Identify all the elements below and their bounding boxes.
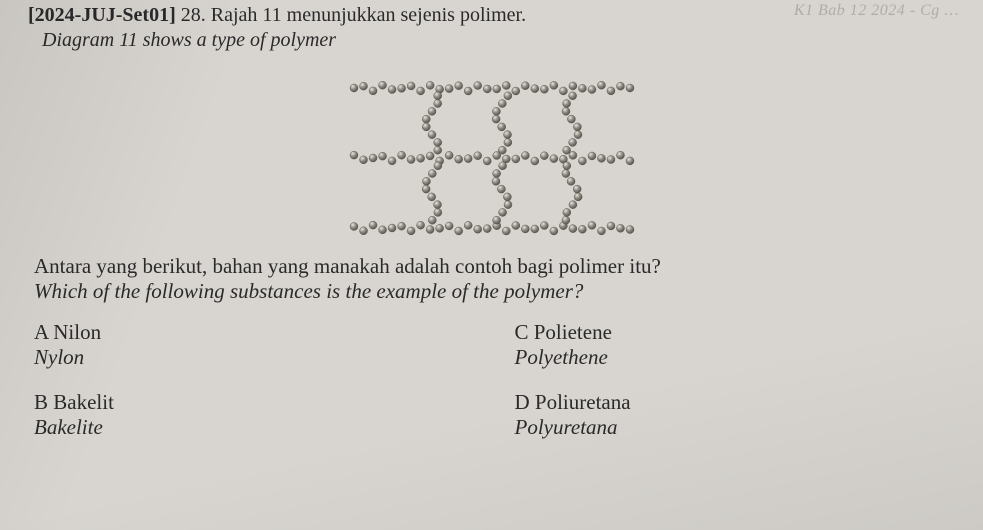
option-A-en: Nylon — [34, 345, 475, 370]
options-grid: A Nilon Nylon C Polietene Polyethene B B… — [34, 320, 955, 440]
question-line1-bm: Rajah 11 menunjukkan sejenis polimer. — [211, 4, 526, 26]
polymer-diagram — [342, 62, 642, 242]
option-C-en: Polyethene — [515, 345, 956, 370]
option-D-bm: D Poliuretana — [515, 390, 956, 415]
option-B: B Bakelit Bakelite — [34, 390, 475, 440]
question-en: Which of the following substances is the… — [34, 279, 955, 304]
source-tag: [2024-JUJ-Set01] — [28, 4, 176, 26]
page-header-faded: K1 Bab 12 2024 - Cg … — [794, 2, 959, 20]
question-text-block: Antara yang berikut, bahan yang manakah … — [28, 254, 955, 440]
question-bm: Antara yang berikut, bahan yang manakah … — [34, 254, 955, 279]
option-D: D Poliuretana Polyuretana — [515, 390, 956, 440]
option-B-en: Bakelite — [34, 415, 475, 440]
option-B-bm: B Bakelit — [34, 390, 475, 415]
option-C: C Polietene Polyethene — [515, 320, 956, 370]
question-number: 28. — [181, 4, 206, 26]
option-C-bm: C Polietene — [515, 320, 956, 345]
question-line2-en: Diagram 11 shows a type of polymer — [42, 29, 955, 52]
option-A-bm: A Nilon — [34, 320, 475, 345]
polymer-diagram-wrap — [28, 62, 955, 242]
option-A: A Nilon Nylon — [34, 320, 475, 370]
option-D-en: Polyuretana — [515, 415, 956, 440]
